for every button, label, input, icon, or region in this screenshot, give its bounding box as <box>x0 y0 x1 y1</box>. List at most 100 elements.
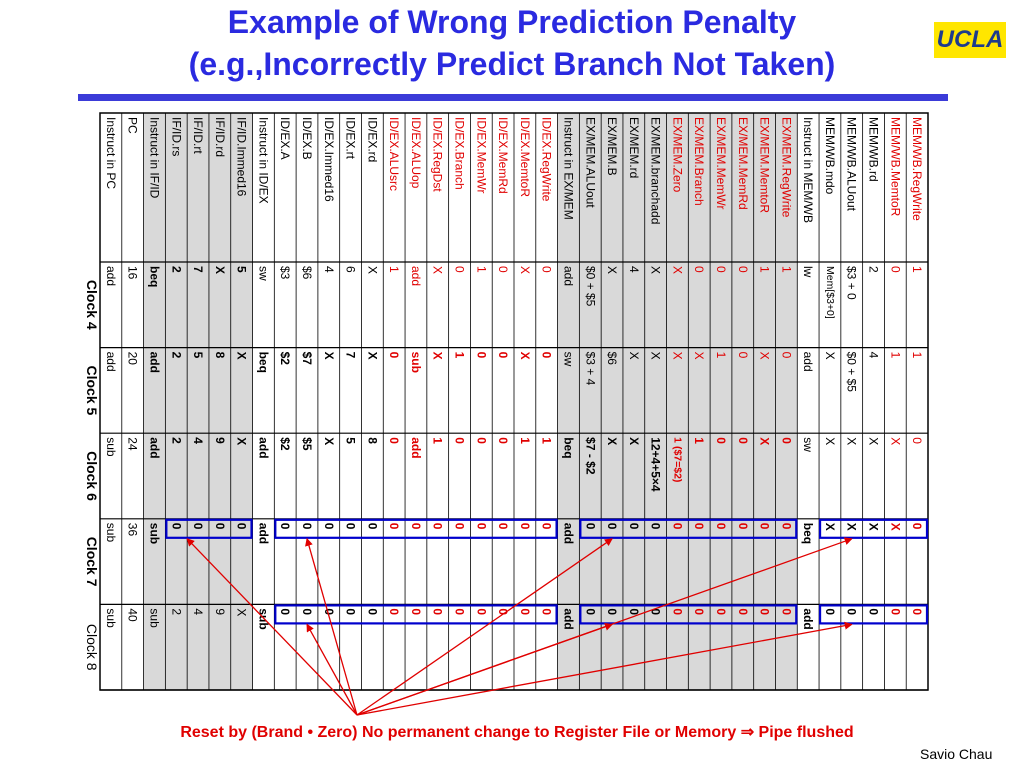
signal-header: ID/EX.RegWrite <box>540 117 554 202</box>
signal-header: ID/EX.B <box>300 117 314 160</box>
cell-value: 0 <box>779 608 793 615</box>
cell-value: 1 <box>518 437 532 444</box>
cell-value: 0 <box>736 266 750 273</box>
cell-value: 0 <box>692 608 706 615</box>
flush-arrow <box>356 622 613 716</box>
cell-value: 0 <box>278 608 292 615</box>
cell-value: 0 <box>474 437 488 444</box>
signal-header: MEM/WB.RegWrite <box>910 117 924 221</box>
cell-value: X <box>213 266 227 274</box>
cell-value: 8 <box>213 352 227 359</box>
cell-value: 1 <box>431 437 445 444</box>
cell-value: X <box>649 352 663 360</box>
cell-value: 0 <box>409 523 423 530</box>
cell-value: add <box>256 523 270 544</box>
cell-value: 0 <box>344 523 358 530</box>
cell-value: 0 <box>736 608 750 615</box>
signal-header: ID/EX.ALUsrc <box>387 117 401 191</box>
signal-header: IF/ID.rt <box>191 117 205 154</box>
cell-value: 1 <box>714 352 728 359</box>
cell-value: 20 <box>126 352 140 366</box>
cell-value: X <box>823 437 837 445</box>
cell-value: beq <box>561 437 575 458</box>
cell-value: beq <box>801 523 815 544</box>
cell-value: 4 <box>322 266 336 273</box>
cell-value: 0 <box>649 523 663 530</box>
signal-header: IF/ID.rd <box>213 117 227 157</box>
cell-value: 0 <box>823 608 837 615</box>
cell-value: beq <box>147 266 161 287</box>
flush-box <box>579 518 798 539</box>
signal-header: MEM/WB.MemtoR <box>888 117 902 217</box>
signal-header: EX/MEM.Branch <box>692 117 706 206</box>
cell-value: $0 + $5 <box>583 266 597 307</box>
cell-value: 2 <box>169 352 183 359</box>
column-shade <box>601 113 623 690</box>
column-shade <box>557 113 580 690</box>
cell-value: X <box>518 352 532 360</box>
cell-value: $3 + 0 <box>845 266 859 300</box>
flush-box <box>274 604 558 625</box>
cell-value: add <box>104 266 118 286</box>
cell-value: 0 <box>387 352 401 359</box>
cell-value: X <box>431 266 445 274</box>
cell-value: sub <box>104 437 118 457</box>
cell-value: $6 <box>605 352 619 366</box>
flush-box <box>579 604 798 625</box>
cell-value: sub <box>409 352 423 373</box>
cell-value: 0 <box>300 523 314 530</box>
cell-value: 0 <box>496 266 510 273</box>
cell-value: $3 + 4 <box>583 352 597 386</box>
cell-value: 24 <box>126 437 140 451</box>
cell-value: 0 <box>387 437 401 444</box>
cell-value: 0 <box>496 523 510 530</box>
cell-value: 0 <box>583 608 597 615</box>
cell-value: 0 <box>322 523 336 530</box>
cell-value: 9 <box>213 437 227 444</box>
cell-value: 0 <box>540 266 554 273</box>
cell-value: 0 <box>409 608 423 615</box>
cell-value: 5 <box>191 352 205 359</box>
cell-value: 0 <box>779 352 793 359</box>
cell-value: X <box>235 352 249 360</box>
signal-header: PC <box>126 117 140 134</box>
cell-value: X <box>823 352 837 360</box>
cell-value: 0 <box>605 523 619 530</box>
cell-value: lw <box>801 266 815 278</box>
cell-value: $5 <box>300 437 314 451</box>
cell-value: 0 <box>474 352 488 359</box>
cell-value: X <box>845 523 859 531</box>
signal-header: MEM/WB.ALUout <box>845 117 859 212</box>
cell-value: 0 <box>213 523 227 530</box>
cell-value: 0 <box>779 437 793 444</box>
flush-box <box>165 518 253 539</box>
cell-value: 0 <box>779 523 793 530</box>
cell-value: add <box>561 608 575 629</box>
cell-value: X <box>365 266 379 274</box>
cell-value: 0 <box>758 523 772 530</box>
cell-value: 0 <box>191 523 205 530</box>
cell-value: 1 ($7=$2) <box>671 437 683 482</box>
cell-value: $0 + $5 <box>845 352 859 393</box>
signal-header: EX/MEM.MemRd <box>736 117 750 210</box>
cell-value: 2 <box>169 437 183 444</box>
cell-value: 0 <box>692 266 706 273</box>
cell-value: 1 <box>387 266 401 273</box>
signal-header: ID/EX.RegDst <box>431 117 445 192</box>
cell-value: 0 <box>387 608 401 615</box>
column-shade <box>208 113 231 690</box>
cell-value: beq <box>256 352 270 373</box>
signal-header: EX/MEM.ALUout <box>583 117 597 208</box>
cell-value: 16 <box>126 266 140 280</box>
cell-value: X <box>605 437 619 445</box>
cell-value: X <box>670 266 684 274</box>
cell-value: add <box>409 266 423 286</box>
cell-value: 0 <box>387 523 401 530</box>
cell-value: X <box>627 352 641 360</box>
flush-caption: Reset by (Brand • Zero) No permanent cha… <box>180 724 854 741</box>
author-name: Savio Chau <box>920 746 993 762</box>
cell-value: $7 - $2 <box>583 437 597 475</box>
cell-value: 0 <box>910 608 924 615</box>
cell-value: 0 <box>736 437 750 444</box>
cell-value: X <box>670 352 684 360</box>
